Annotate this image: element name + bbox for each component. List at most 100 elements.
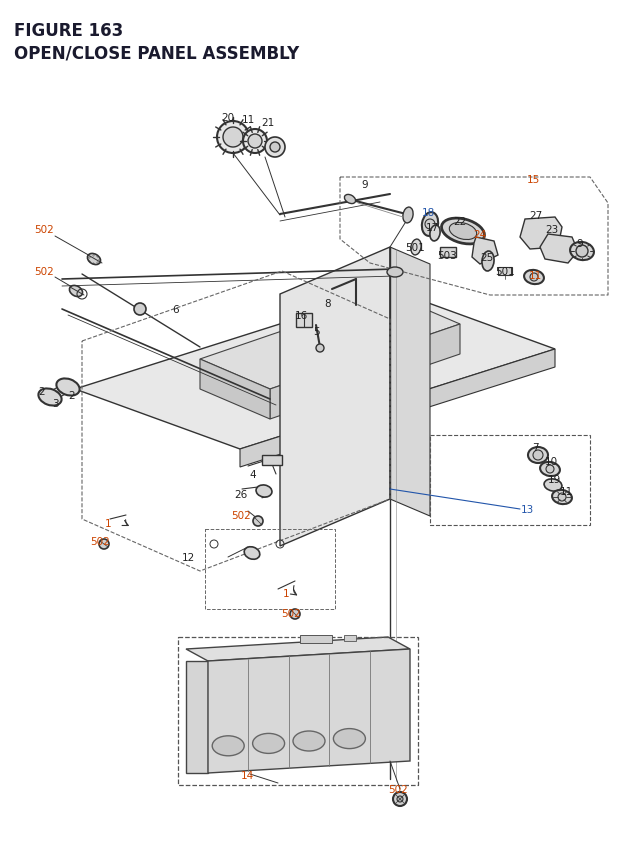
Polygon shape [270,325,460,419]
Circle shape [425,220,435,230]
Text: 16: 16 [294,311,308,320]
Ellipse shape [253,734,285,753]
Polygon shape [75,289,555,449]
Text: 12: 12 [181,553,195,562]
Text: 17: 17 [426,223,438,232]
Polygon shape [520,218,562,250]
Text: 1: 1 [283,588,289,598]
Ellipse shape [524,270,544,285]
Polygon shape [186,637,410,661]
Ellipse shape [344,195,356,204]
Bar [344,635,356,641]
Circle shape [290,610,300,619]
Ellipse shape [422,213,438,237]
Text: 2: 2 [38,387,45,397]
Text: 18: 18 [421,208,435,218]
Bar [498,268,512,276]
Circle shape [243,130,267,154]
Text: 501: 501 [405,243,425,253]
Text: FIGURE 163: FIGURE 163 [14,22,124,40]
Polygon shape [280,248,390,547]
Circle shape [270,143,280,152]
Text: 502: 502 [231,511,251,520]
Text: 502: 502 [34,267,54,276]
Ellipse shape [411,240,421,256]
Text: 502: 502 [388,784,408,794]
Circle shape [576,245,588,257]
Text: 11: 11 [529,270,541,281]
Bar [300,635,332,643]
Ellipse shape [449,223,477,240]
Polygon shape [240,350,555,468]
Ellipse shape [442,219,484,245]
Text: 20: 20 [221,113,235,123]
Ellipse shape [88,254,100,265]
Ellipse shape [430,226,440,242]
Ellipse shape [38,389,61,406]
Text: 11: 11 [559,486,573,497]
Text: 1: 1 [105,518,111,529]
Circle shape [134,304,146,316]
Text: 501: 501 [495,267,515,276]
Text: 4: 4 [250,469,256,480]
Text: 2: 2 [68,391,76,400]
Text: 14: 14 [241,770,253,780]
Ellipse shape [56,379,79,396]
Ellipse shape [544,480,562,492]
Bar [430,436,590,525]
Circle shape [397,796,403,802]
Polygon shape [540,235,578,263]
Polygon shape [390,248,430,517]
Ellipse shape [570,243,594,261]
Circle shape [217,122,249,154]
Circle shape [393,792,407,806]
Text: 15: 15 [526,175,540,185]
Circle shape [530,274,538,282]
Text: 502: 502 [281,608,301,618]
Polygon shape [208,649,410,773]
Text: OPEN/CLOSE PANEL ASSEMBLY: OPEN/CLOSE PANEL ASSEMBLY [14,44,300,62]
Text: 22: 22 [453,217,467,226]
Ellipse shape [528,448,548,463]
Ellipse shape [540,462,560,476]
Circle shape [546,466,554,474]
Circle shape [253,517,263,526]
Text: 9: 9 [577,238,583,249]
Text: 19: 19 [547,474,561,485]
Text: 10: 10 [545,456,557,467]
Text: 503: 503 [437,251,457,261]
Ellipse shape [293,731,325,751]
Text: 25: 25 [481,253,493,263]
Text: 8: 8 [324,299,332,308]
Circle shape [316,344,324,353]
Text: 27: 27 [529,211,543,220]
Polygon shape [200,294,460,389]
Polygon shape [200,360,270,419]
Bar [205,530,335,610]
Text: 24: 24 [474,230,486,239]
Bar [440,248,456,257]
Text: 7: 7 [532,443,538,453]
Ellipse shape [256,486,272,498]
Text: 21: 21 [261,118,275,127]
Bar [262,455,282,466]
Text: 502: 502 [90,536,110,547]
Circle shape [558,493,566,501]
Text: 13: 13 [520,505,534,514]
Circle shape [99,539,109,549]
Bar [296,313,312,328]
Ellipse shape [403,208,413,224]
Text: 11: 11 [241,115,255,125]
Polygon shape [472,238,498,264]
Ellipse shape [482,251,494,272]
Bar [178,637,418,785]
Text: 6: 6 [173,305,179,314]
Text: 5: 5 [313,326,319,337]
Text: 502: 502 [34,225,54,235]
Text: 3: 3 [52,399,58,408]
Text: 26: 26 [234,489,248,499]
Ellipse shape [552,490,572,505]
Circle shape [223,127,243,148]
Ellipse shape [333,728,365,749]
Ellipse shape [244,547,260,560]
